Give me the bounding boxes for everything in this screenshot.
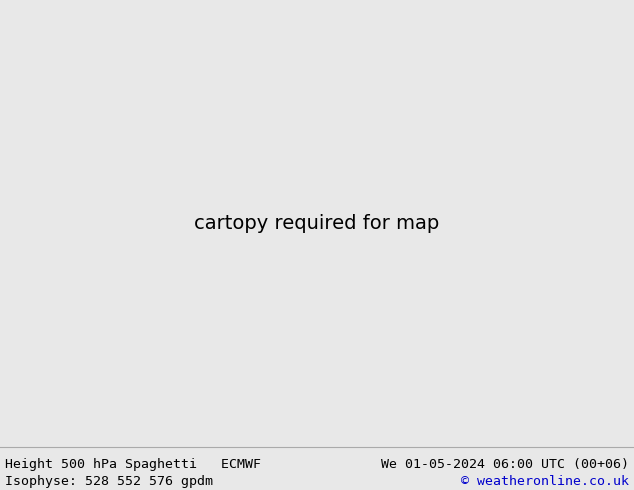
- Text: cartopy required for map: cartopy required for map: [195, 214, 439, 233]
- Text: © weatheronline.co.uk: © weatheronline.co.uk: [461, 475, 629, 488]
- Text: Height 500 hPa Spaghetti   ECMWF: Height 500 hPa Spaghetti ECMWF: [5, 458, 261, 471]
- Text: Isophyse: 528 552 576 gpdm: Isophyse: 528 552 576 gpdm: [5, 475, 213, 488]
- Text: We 01-05-2024 06:00 UTC (00+06): We 01-05-2024 06:00 UTC (00+06): [381, 458, 629, 471]
